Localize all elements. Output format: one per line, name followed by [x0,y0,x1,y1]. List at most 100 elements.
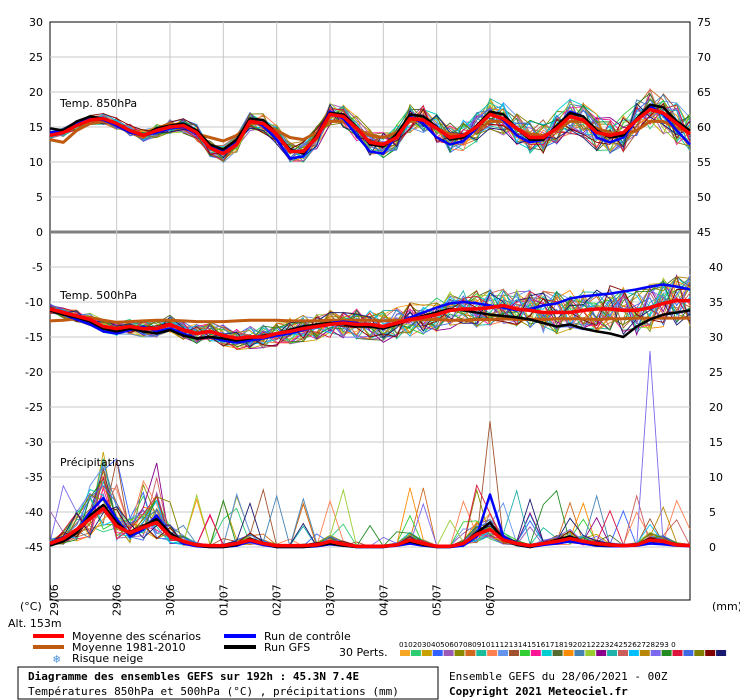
right-tick-label: 50 [697,191,711,204]
series-line-t500 [49,307,691,342]
x-tick-label: 04/07 [377,584,390,616]
left-tick-label: -15 [25,331,43,344]
series-line-t500 [49,298,690,341]
pert-swatch [476,650,487,656]
right-tick-label: 5 [709,506,716,519]
member-line-t850 [49,97,691,163]
pert-swatch [574,650,585,656]
legend-label-climate: Moyenne 1981-2010 [72,641,186,654]
pert-swatch [509,650,519,656]
pert-swatch [694,650,705,656]
pert-swatch [530,650,541,656]
series-line-t850 [49,107,692,156]
x-tick-label: 03/07 [324,584,337,616]
perts-label: 30 Perts. [339,646,388,659]
perts-numbers: 0102030405060708091011121314151617181920… [399,640,676,649]
main-series [49,103,692,549]
footer-box [17,666,439,700]
x-tick-label: 05/07 [431,584,444,616]
right-tick-label: 35 [709,296,723,309]
pert-swatch [683,650,694,656]
unit-left-label: (°C) [20,600,42,613]
pert-swatch [607,650,618,656]
pert-swatch [618,650,628,656]
perts-swatches [400,650,727,656]
left-tick-label: 25 [29,51,43,64]
member-line-t850 [49,103,691,156]
left-tick-label: -45 [25,541,43,554]
pert-swatch [596,650,607,656]
left-tick-label: 5 [36,191,43,204]
legend-label-control: Run de contrôle [264,630,351,643]
left-tick-label: -35 [25,471,43,484]
panel-label-850: Temp. 850hPa [59,97,137,110]
left-tick-label: 0 [36,226,43,239]
right-tick-label: 65 [697,86,711,99]
pert-swatch [716,650,727,656]
legend-label-mean: Moyenne des scénarios [72,630,201,643]
snowflake-icon: ❄ [53,652,60,666]
x-tick-label: 02/07 [271,584,284,616]
series-line-t850 [49,103,691,155]
left-tick-label: -40 [25,506,43,519]
right-tick-label: 70 [697,51,711,64]
left-tick-label: -20 [25,366,43,379]
pert-swatch [465,650,476,656]
right-tick-label: 15 [709,436,723,449]
x-tick-label: 06/07 [484,584,497,616]
pert-swatch [672,650,683,656]
pert-swatch [443,650,454,656]
pert-swatch [519,650,530,656]
left-tick-label: -10 [25,296,43,309]
series-line-t500 [49,315,690,324]
right-tick-label: 25 [709,366,723,379]
pert-swatch [410,650,421,656]
x-tick-label: 29/06 [111,584,124,616]
pert-swatch [454,650,465,656]
altitude-label: Alt. 153m [8,617,62,630]
right-tick-label: 60 [697,121,711,134]
right-tick-label: 40 [709,261,723,274]
pert-swatch [421,650,432,656]
footer-run-info: Ensemble GEFS du 28/06/2021 - 00Z [449,670,668,683]
left-tick-label: 15 [29,121,43,134]
left-tick-label: -5 [32,261,43,274]
pert-swatch [563,650,574,656]
x-tick-label: 01/07 [217,584,230,616]
pert-swatch [541,650,552,656]
member-line-t500 [49,274,691,345]
pert-swatch [498,650,509,656]
legend-label-gfs: Run GFS [264,641,310,654]
left-tick-label: 30 [29,16,43,29]
left-tick-label: -30 [25,436,43,449]
pert-swatch [400,650,410,656]
pert-swatch [705,650,716,656]
right-tick-label: 45 [697,226,711,239]
x-tick-label: 29/06 [48,584,61,616]
right-tick-label: 30 [709,331,723,344]
pert-swatch [650,650,661,656]
pert-swatch [639,650,650,656]
pert-swatch [487,650,498,656]
right-tick-label: 0 [709,541,716,554]
pert-swatch [628,650,639,656]
right-tick-label: 10 [709,471,723,484]
legend-label-snow: Risque neige [72,652,143,665]
right-tick-label: 55 [697,156,711,169]
left-tick-label: -25 [25,401,43,414]
footer-copyright: Copyright 2021 Meteociel.fr [449,685,628,698]
footer-title: Diagramme des ensembles GEFS sur 192h : … [28,670,359,683]
right-tick-label: 20 [709,401,723,414]
left-axis: 30 25 20 15 10 5 0 -5 -10 -15 -20 -25 -30 -35 -40 -45 [25,16,43,554]
pert-swatch [585,650,596,656]
x-tick-label: 30/06 [164,584,177,616]
member-line-t850 [49,108,691,162]
pert-swatch [552,650,563,656]
panel-label-precip: Précipitations [60,456,135,469]
unit-right-label: (mm) [712,600,740,613]
pert-swatch [661,650,672,656]
footer-subtitle: Températures 850hPa et 500hPa (°C) , pré… [28,685,399,698]
series-line-precip [49,506,691,549]
